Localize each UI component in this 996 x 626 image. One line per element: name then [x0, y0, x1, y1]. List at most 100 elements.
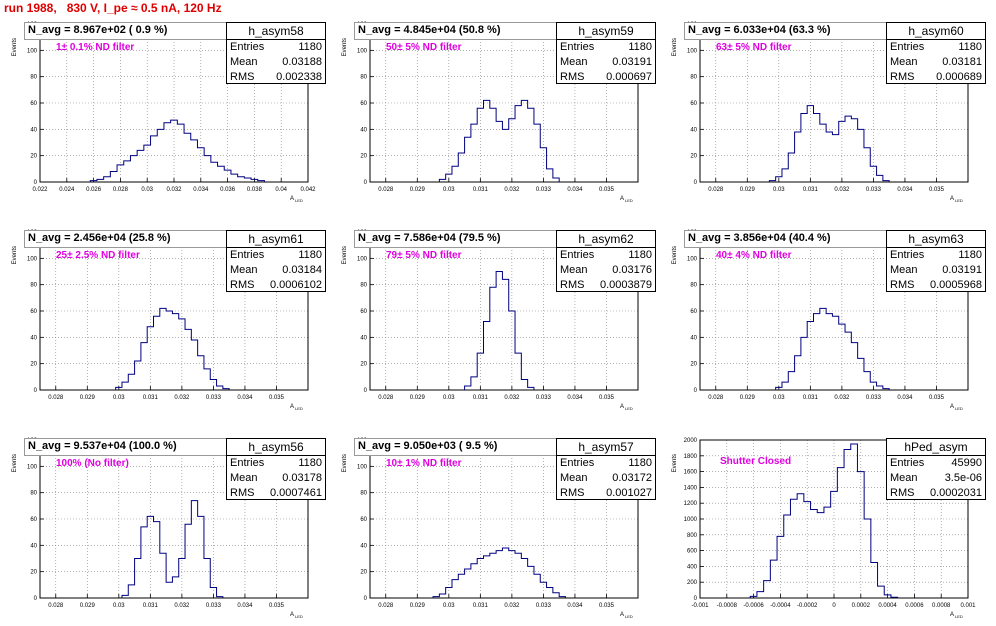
x-tick-label: 0.038 — [247, 187, 263, 193]
x-axis-title: A — [620, 196, 624, 202]
y-tick-label: 60 — [30, 309, 37, 315]
histogram-bin — [769, 181, 775, 182]
x-tick-label: 0.035 — [599, 187, 615, 193]
x-axis-title-sub: LED — [955, 614, 963, 619]
filter-annotation: 25± 2.5% ND filter — [56, 250, 140, 261]
x-axis-title-sub: LED — [955, 198, 963, 203]
page-title: run 1988, 830 V, I_pe ≈ 0.5 nA, 120 Hz — [4, 1, 222, 15]
histogram-bin — [465, 386, 471, 390]
histogram-bin — [790, 499, 797, 598]
y-tick-label: 20 — [360, 362, 367, 368]
histogram-bin — [122, 595, 128, 598]
y-tick-label: 20 — [690, 154, 697, 160]
x-tick-label: 0.029 — [410, 395, 426, 401]
stats-row-mean: Mean 0.03188 — [227, 55, 325, 70]
y-tick-label: 20 — [360, 154, 367, 160]
histogram-bin — [851, 343, 857, 390]
histogram-bin — [750, 596, 757, 598]
stats-value: 0.03178 — [282, 472, 322, 484]
histogram-bin — [204, 156, 211, 182]
histogram-bin — [871, 562, 878, 598]
y-tick-label: 1200 — [684, 501, 698, 507]
histogram-bin — [144, 145, 151, 182]
histogram-panel-h_asym62: 0.028 0.029 0.03 0.031 0.032 0.033 0.034 0.035 0… — [334, 222, 660, 418]
x-axis-title: A — [950, 612, 954, 618]
histogram-bin — [807, 322, 813, 390]
histogram-svg: 0.028 0.029 0.03 0.031 0.032 0.033 0.034 0.035 0… — [342, 22, 639, 203]
histogram-bin — [446, 174, 452, 182]
histogram-bin — [224, 170, 231, 182]
stats-row-rms: RMS 0.000697 — [557, 70, 655, 85]
histogram-bin — [814, 114, 820, 182]
y-axis-title: Events — [342, 246, 348, 264]
histogram-bin — [484, 322, 490, 390]
histogram-bin — [764, 581, 771, 598]
stats-box: h_asym58 Entries 1180 Mean 0.03188 RMS 0.00233… — [226, 22, 326, 84]
x-tick-label: 0.022 — [32, 187, 48, 193]
y-tick-label: 1000 — [684, 517, 698, 523]
histogram-panel-h_asym63: 0.028 0.029 0.03 0.031 0.032 0.033 0.034 0.035 0… — [664, 222, 990, 418]
stats-label: Mean — [890, 56, 918, 68]
stats-value: 3.5e-06 — [944, 472, 982, 484]
histogram-bin — [788, 372, 794, 390]
histogram-bin — [172, 577, 178, 598]
stats-label: RMS — [230, 487, 255, 499]
histogram-bin — [137, 150, 144, 182]
histogram-bin — [540, 582, 546, 598]
histogram-bin — [547, 169, 553, 182]
histogram-bin — [465, 137, 471, 182]
stats-value: 0.03188 — [282, 56, 322, 68]
histogram-bin — [770, 560, 777, 598]
histogram-bin — [191, 501, 197, 598]
histogram-bin — [797, 494, 804, 598]
y-axis-title: Events — [672, 454, 678, 472]
histogram-bin — [477, 108, 483, 182]
x-tick-label: 0.033 — [206, 395, 222, 401]
y-tick-label: 800 — [687, 533, 698, 539]
x-tick-label: 0.028 — [378, 603, 394, 609]
x-tick-label: 0.034 — [237, 395, 253, 401]
x-axis-title-sub: LED — [625, 614, 633, 619]
histogram-bin — [496, 121, 502, 182]
y-tick-label: 40 — [690, 127, 697, 133]
histogram-bin — [465, 569, 471, 598]
histogram-bin — [471, 564, 477, 598]
histogram-bin — [210, 587, 216, 598]
histogram-bin — [244, 178, 251, 182]
x-tick-label: 0.032 — [174, 603, 190, 609]
histogram-bin — [509, 551, 515, 598]
x-tick-label: 0.0004 — [878, 603, 897, 609]
y-tick-label: 0 — [34, 180, 38, 186]
stats-label: Mean — [230, 472, 258, 484]
y-tick-label: 1400 — [684, 485, 698, 491]
histogram-bin — [502, 129, 508, 182]
y-tick-label: 40 — [30, 127, 37, 133]
histogram-bin — [515, 353, 521, 390]
y-tick-label: 80 — [360, 491, 367, 497]
histogram-bin — [128, 374, 134, 390]
histogram-bin — [238, 177, 245, 182]
y-tick-label: 40 — [30, 543, 37, 549]
histogram-bin — [878, 586, 885, 598]
histogram-bin — [191, 340, 197, 390]
histogram-bin — [839, 324, 845, 390]
x-tick-label: -0.001 — [691, 603, 709, 609]
histogram-bin — [231, 174, 238, 182]
histogram-bin — [884, 595, 891, 598]
stats-row-rms: RMS 0.001027 — [557, 486, 655, 501]
stats-value: 0.03184 — [282, 264, 322, 276]
histogram-bin — [177, 124, 184, 182]
histogram-series — [749, 443, 899, 598]
stats-box: hPed_asym Entries 45990 Mean 3.5e-06 RMS 0.000… — [886, 438, 986, 500]
histogram-bin — [458, 574, 464, 598]
histogram-bin — [776, 387, 782, 390]
stats-value: 45990 — [951, 457, 982, 469]
histogram-bin — [490, 553, 496, 598]
histogram-bin — [433, 597, 439, 598]
histogram-bin — [528, 387, 534, 390]
stats-row-entries: Entries 1180 — [887, 248, 985, 263]
y-axis-title: Events — [12, 38, 18, 56]
histogram-bin — [844, 449, 851, 598]
histogram-svg: 0.028 0.029 0.03 0.031 0.032 0.033 0.034 0.035 0… — [672, 22, 969, 203]
histogram-bin — [124, 161, 131, 182]
